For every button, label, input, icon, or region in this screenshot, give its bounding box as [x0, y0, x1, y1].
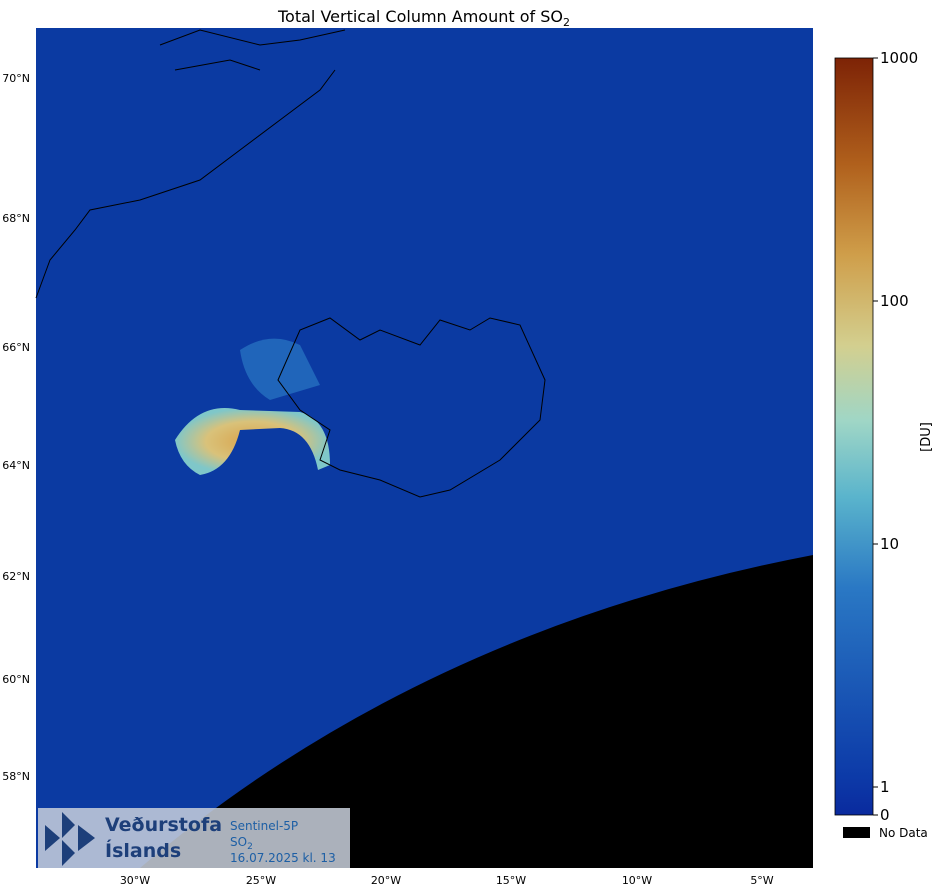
colorbar-label: [DU]	[919, 422, 934, 452]
logo-product: Sentinel-5P	[230, 819, 298, 833]
logo-icon	[45, 812, 95, 866]
logo-species: SO2	[230, 835, 253, 852]
colorbar-tick-label: 0	[880, 806, 890, 824]
longitude-label: 15°W	[496, 874, 526, 887]
latitude-label: 64°N	[2, 459, 30, 472]
colorbar-gradient	[834, 57, 874, 816]
latitude-label: 68°N	[2, 212, 30, 225]
latitude-labels: 70°N 68°N 66°N 64°N 62°N 60°N 58°N	[2, 72, 30, 783]
greenland-coastline	[35, 29, 346, 299]
latitude-label: 66°N	[2, 341, 30, 354]
title-text: Total Vertical Column Amount of SO	[277, 7, 563, 26]
colorbar-tick-label: 100	[880, 292, 909, 310]
so2-plume-faint	[240, 338, 320, 400]
latitude-label: 62°N	[2, 570, 30, 583]
iceland-coastline	[277, 317, 546, 498]
logo-species-subscript: 2	[247, 842, 253, 852]
no-data-swatch	[843, 827, 870, 838]
logo-name-line2: Íslands	[105, 839, 181, 862]
longitude-label: 10°W	[622, 874, 652, 887]
no-data-region	[140, 555, 813, 868]
colorbar-tick-label: 1	[880, 778, 890, 796]
logo-species-text: SO	[230, 835, 247, 849]
longitude-label: 5°W	[750, 874, 773, 887]
logo-box: Veðurstofa Íslands Sentinel-5P SO2 16.07…	[38, 808, 350, 868]
colorbar: [DU] No Data 0 1 10 100 1000	[834, 49, 934, 840]
latitude-label: 70°N	[2, 72, 30, 85]
longitude-label: 25°W	[246, 874, 276, 887]
map-area	[35, 28, 813, 868]
longitude-label: 20°W	[371, 874, 401, 887]
longitude-labels: 30°W 25°W 20°W 15°W 10°W 5°W	[120, 874, 774, 887]
no-data-label: No Data	[879, 826, 928, 840]
longitude-label: 30°W	[120, 874, 150, 887]
title-subscript: 2	[563, 16, 570, 29]
logo-datetime: 16.07.2025 kl. 13	[230, 851, 336, 865]
colorbar-tick-label: 10	[880, 535, 899, 553]
so2-plume	[175, 408, 330, 475]
map-title: Total Vertical Column Amount of SO2	[277, 7, 570, 29]
logo-name-line1: Veðurstofa	[105, 814, 222, 836]
colorbar-tick-label: 1000	[880, 49, 918, 67]
latitude-label: 60°N	[2, 673, 30, 686]
latitude-label: 58°N	[2, 770, 30, 783]
